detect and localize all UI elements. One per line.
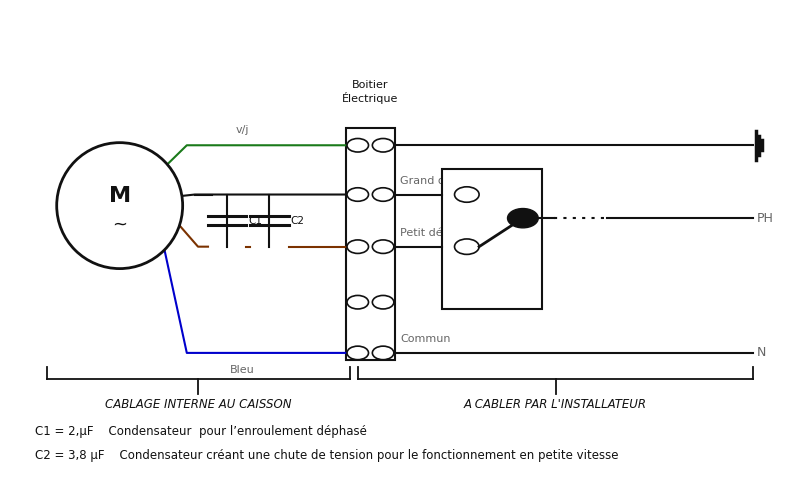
Circle shape xyxy=(372,295,394,309)
Text: Bleu: Bleu xyxy=(230,365,255,375)
Circle shape xyxy=(347,240,369,254)
Circle shape xyxy=(347,138,369,152)
Circle shape xyxy=(372,138,394,152)
Text: C2: C2 xyxy=(290,216,304,226)
Circle shape xyxy=(347,346,369,360)
Ellipse shape xyxy=(57,143,182,269)
Text: Commun: Commun xyxy=(400,334,450,344)
Circle shape xyxy=(454,187,479,202)
Text: C1: C1 xyxy=(248,216,262,226)
Text: C1 = 2,μF    Condensateur  pour l’enroulement déphasé: C1 = 2,μF Condensateur pour l’enroulemen… xyxy=(35,426,367,438)
Text: Boitier
Électrique: Boitier Électrique xyxy=(342,80,398,104)
Circle shape xyxy=(454,239,479,255)
Circle shape xyxy=(347,188,369,201)
Circle shape xyxy=(372,188,394,201)
Text: Grand débit: Grand débit xyxy=(400,176,466,186)
Bar xyxy=(346,128,394,360)
Text: v/j: v/j xyxy=(236,125,250,135)
Text: A CABLER PAR L'INSTALLATEUR: A CABLER PAR L'INSTALLATEUR xyxy=(464,398,647,411)
Text: ~: ~ xyxy=(112,215,127,233)
Circle shape xyxy=(507,209,538,228)
Text: M: M xyxy=(109,186,130,206)
Circle shape xyxy=(372,346,394,360)
Text: Petit débit: Petit débit xyxy=(400,228,457,238)
Circle shape xyxy=(372,240,394,254)
Bar xyxy=(442,170,542,309)
Circle shape xyxy=(347,295,369,309)
Text: N: N xyxy=(757,347,766,360)
Text: CABLAGE INTERNE AU CAISSON: CABLAGE INTERNE AU CAISSON xyxy=(105,398,292,411)
Text: C2 = 3,8 μF    Condensateur créant une chute de tension pour le fonctionnement e: C2 = 3,8 μF Condensateur créant une chut… xyxy=(35,450,618,462)
Text: PH: PH xyxy=(757,212,774,225)
